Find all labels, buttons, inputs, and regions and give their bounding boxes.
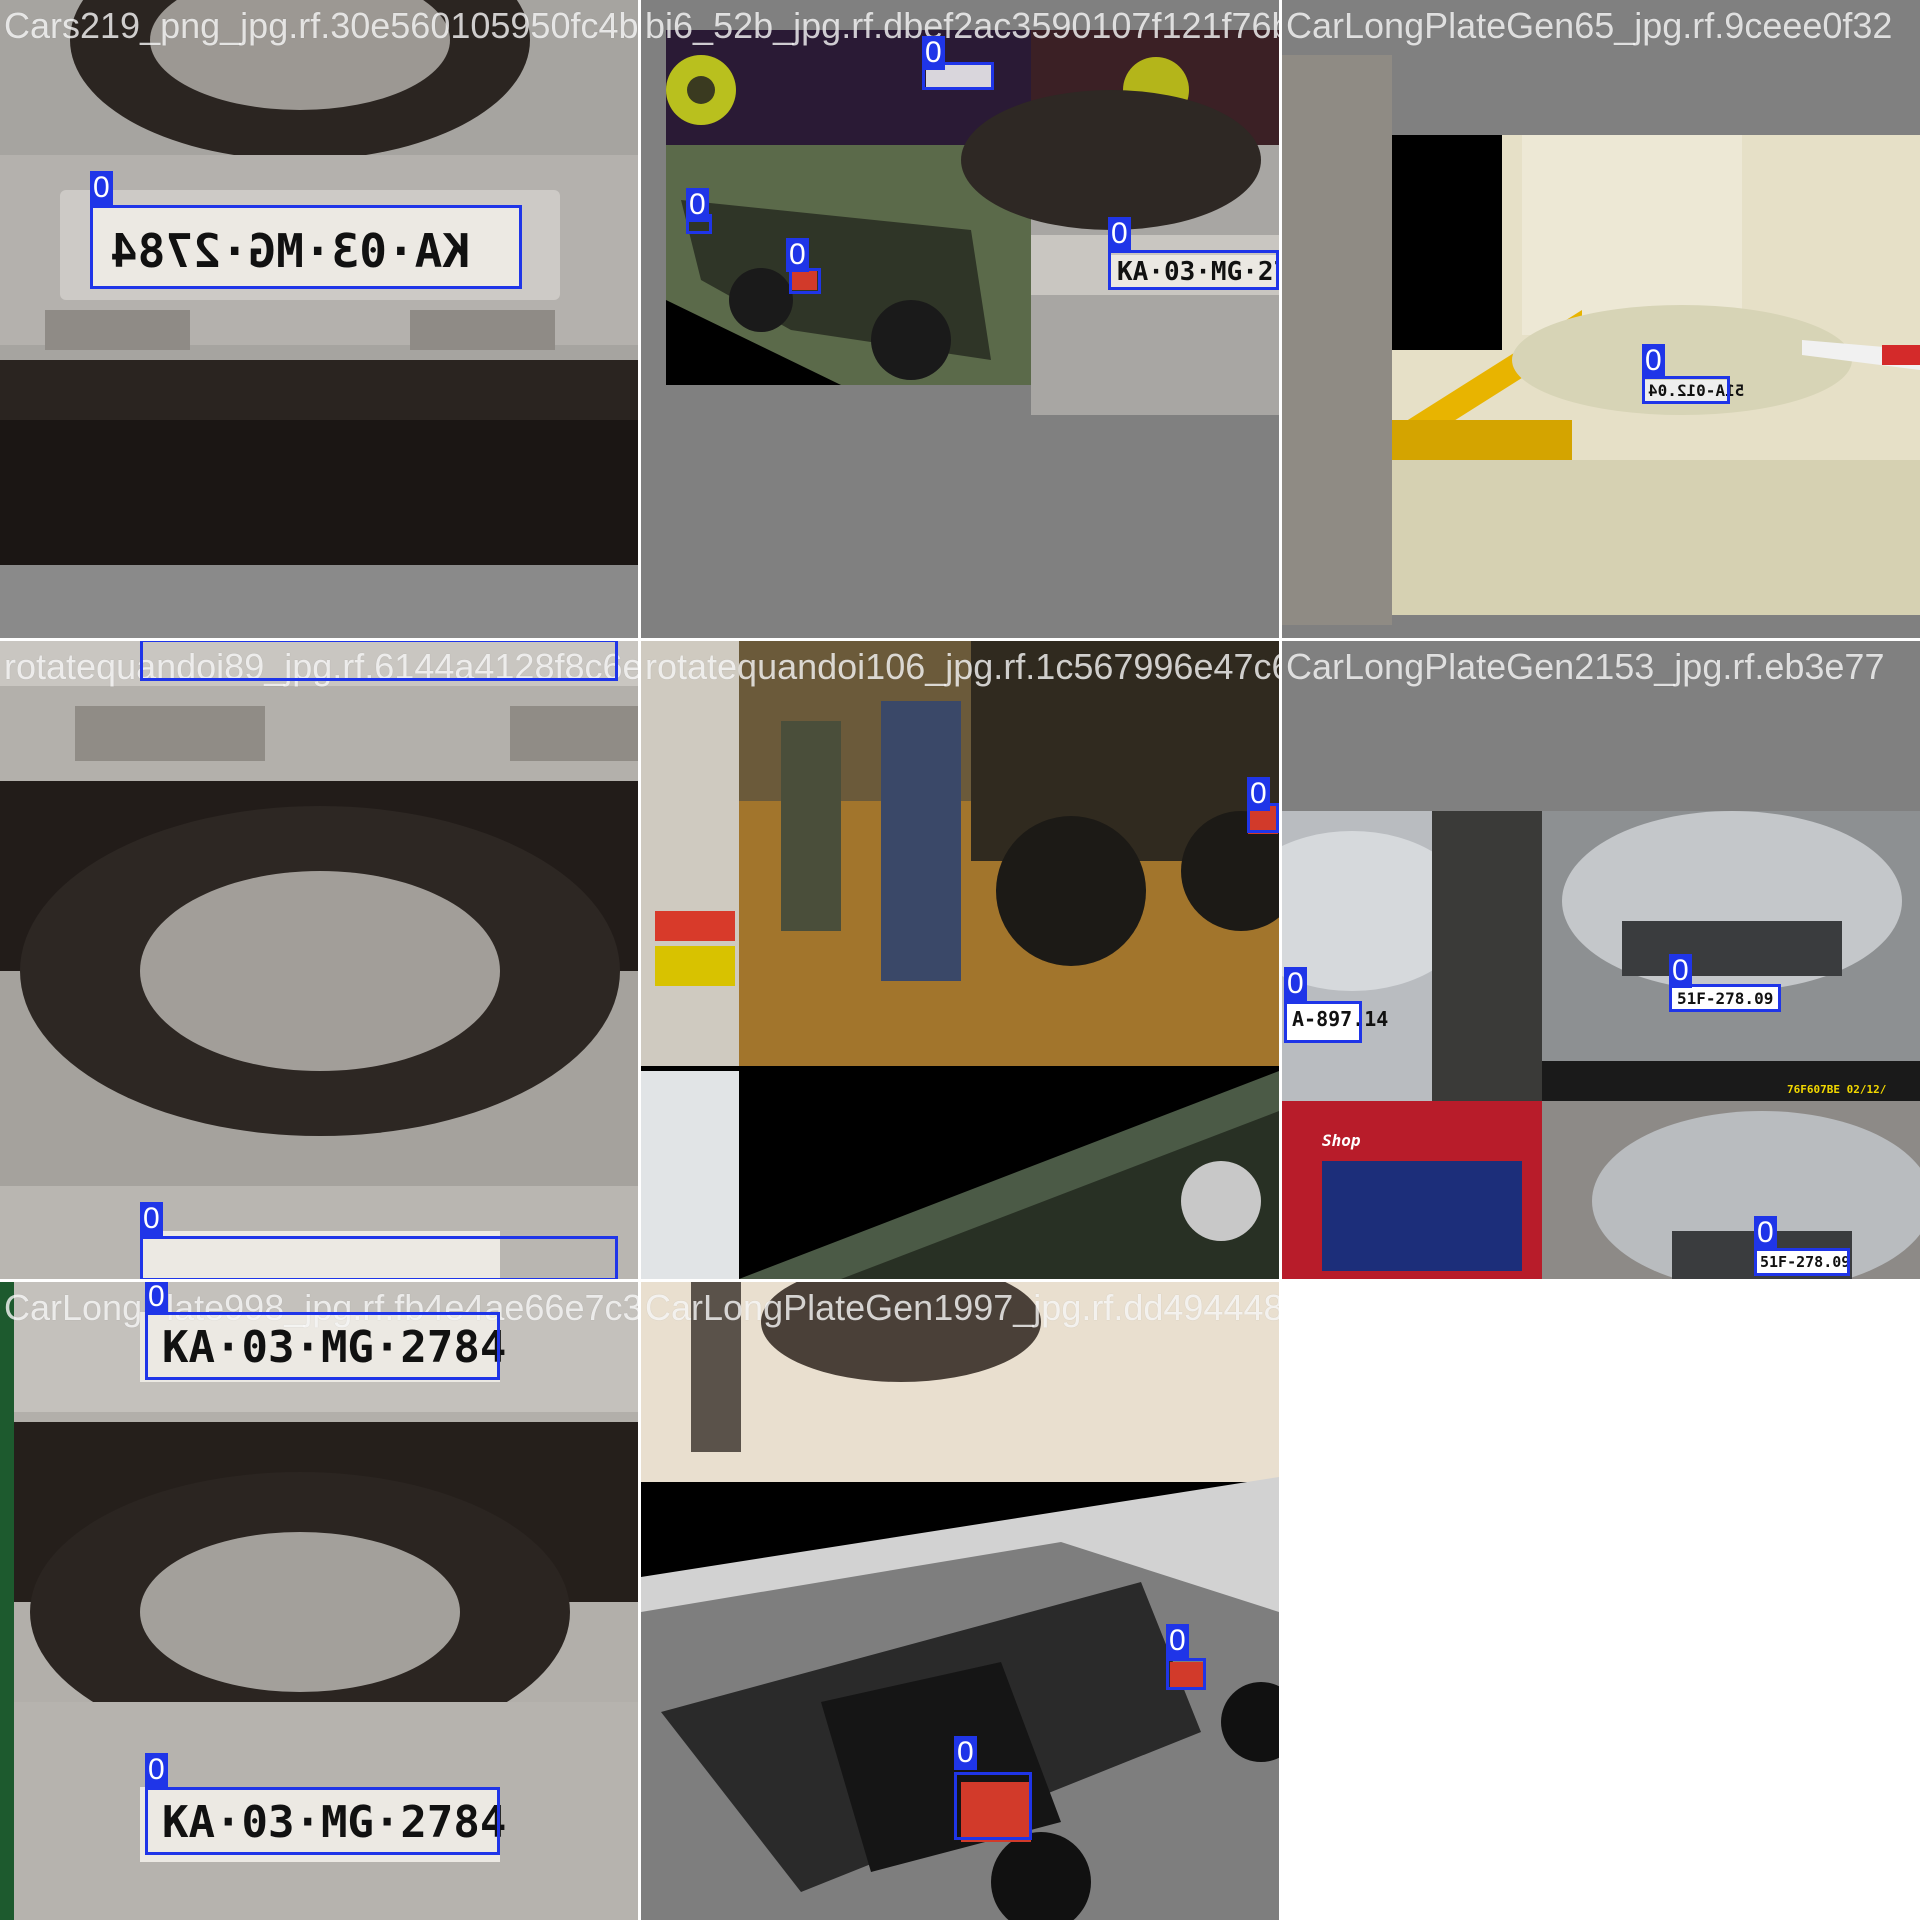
tile-6-stamp: 76F607BE 02/12/ bbox=[1787, 1083, 1887, 1096]
mosaic-tile-4: rotatequandoi89_jpg.rf.6144a4128f8c6e577… bbox=[0, 641, 638, 1279]
tile-4-image bbox=[0, 641, 638, 1279]
tile-6-plate-a: A-897.14 bbox=[1292, 1007, 1389, 1031]
tile-5-class-label: 0 bbox=[1247, 777, 1270, 811]
tile-6-detection-box-c bbox=[1754, 1248, 1850, 1276]
tile-8-class-label-a: 0 bbox=[954, 1736, 977, 1770]
tile-2-detection-box-a bbox=[922, 62, 994, 90]
tile-3-class-label: 0 bbox=[1642, 344, 1665, 378]
tile-8-class-label-b: 0 bbox=[1166, 1624, 1189, 1658]
tile-4-detection-box-b bbox=[140, 1236, 618, 1279]
tile-1-class-label: 0 bbox=[90, 171, 113, 205]
tile-2-class-label-b: 0 bbox=[686, 188, 709, 222]
tile-8-image bbox=[641, 1282, 1279, 1920]
tile-5-image bbox=[641, 641, 1279, 1279]
tile-7-image bbox=[0, 1282, 638, 1920]
tile-7-class-label-a: 0 bbox=[145, 1282, 168, 1314]
tile-6-shop: Shop bbox=[1322, 1131, 1361, 1150]
tile-6-plate-c: 51F-278.09 bbox=[1760, 1253, 1851, 1271]
tile-4-class-label: 0 bbox=[140, 1202, 163, 1236]
tile-7-class-label-b: 0 bbox=[145, 1753, 168, 1787]
mosaic-tile-2: KA·03·MG·27 bi6_52b_jpg.rf.dbef2ac359010… bbox=[641, 0, 1279, 638]
mosaic-tile-6: A-897.14 51F-278.09 51F-278.09 76F607BE … bbox=[1282, 641, 1920, 1279]
tile-8-detection-box-a bbox=[954, 1772, 1032, 1840]
tile-7-bottom-plate-text: KA·03·MG·2784 bbox=[162, 1797, 507, 1848]
tile-8-detection-box-b bbox=[1166, 1658, 1206, 1690]
mosaic-tile-8: CarLongPlateGen1997_jpg.rf.dd49444833ff2… bbox=[641, 1282, 1279, 1920]
mosaic-tile-5: rotatequandoi106_jpg.rf.1c567996e47c6a95… bbox=[641, 641, 1279, 1279]
tile-2-detection-box-d bbox=[1108, 250, 1279, 290]
tile-6-class-label-a: 0 bbox=[1284, 967, 1307, 1001]
mosaic-tile-9-empty bbox=[1282, 1282, 1920, 1920]
mosaic-tile-7: KA·03·MG·2784 KA·03·MG·2784 CarLongPlate… bbox=[0, 1282, 638, 1920]
tile-2-plate-text: KA·03·MG·27 bbox=[1117, 257, 1279, 287]
tile-3-detection-box bbox=[1642, 376, 1730, 404]
tile-2-class-label-d: 0 bbox=[1108, 217, 1131, 251]
tile-7-detection-box-a bbox=[145, 1312, 500, 1380]
tile-1-detection-box bbox=[90, 205, 522, 289]
tile-2-image bbox=[641, 0, 1279, 638]
tile-4-detection-box-a bbox=[140, 641, 618, 681]
tile-7-detection-box-b bbox=[145, 1787, 500, 1855]
tile-6-plate-b: 51F-278.09 bbox=[1677, 989, 1774, 1008]
tile-6-image bbox=[1282, 641, 1920, 1279]
tile-1-image bbox=[0, 0, 638, 638]
tile-2-class-label-c: 0 bbox=[786, 238, 809, 272]
tile-6-detection-box-b bbox=[1669, 984, 1781, 1012]
tile-6-class-label-b: 0 bbox=[1669, 954, 1692, 988]
tile-7-plate-text: KA·03·MG·2784 bbox=[162, 1322, 507, 1373]
tile-6-detection-box-a bbox=[1284, 1001, 1362, 1043]
mosaic-tile-3: 51A-012.04 CarLongPlateGen65_jpg.rf.9cee… bbox=[1282, 0, 1920, 638]
tile-3-image bbox=[1282, 0, 1920, 638]
mosaic-tile-1: KA·03·MG·2784 Cars219_png_jpg.rf.30e5601… bbox=[0, 0, 638, 638]
tile-2-class-label-a: 0 bbox=[922, 36, 945, 70]
tile-6-class-label-c: 0 bbox=[1754, 1216, 1777, 1250]
